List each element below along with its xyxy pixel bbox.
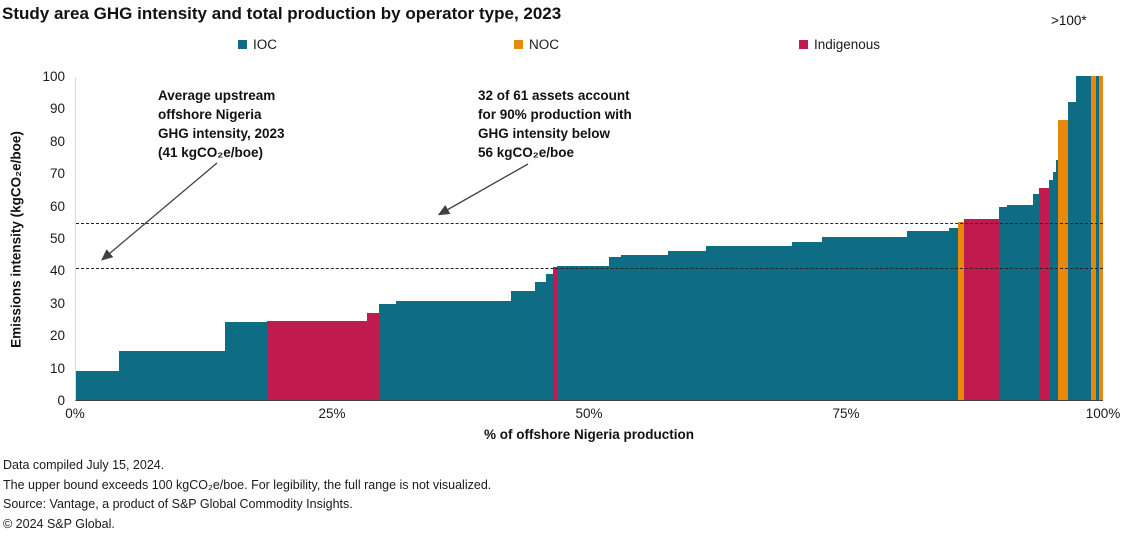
bar-segment-noc: [1057, 119, 1068, 400]
bar-segment-indigenous: [366, 312, 380, 400]
bar-segment-indigenous: [1039, 187, 1049, 400]
footer: Data compiled July 15, 2024. The upper b…: [3, 456, 491, 534]
legend-swatch-ioc-icon: [238, 40, 247, 49]
bar-segment-indigenous: [553, 267, 558, 400]
legend-item-noc: NOC: [514, 37, 559, 52]
legend-label-indigenous: Indigenous: [814, 37, 881, 52]
legend-label-noc: NOC: [529, 37, 559, 52]
bar-segment-ioc: [225, 322, 268, 400]
bar-segment-ioc: [822, 237, 908, 400]
bar-segment-ioc: [620, 254, 668, 400]
bar-segment-ioc: [1048, 179, 1053, 400]
bar-segment-ioc: [534, 281, 546, 400]
bar-segment-ioc: [76, 370, 119, 400]
x-axis-title: % of offshore Nigeria production: [483, 427, 694, 442]
reference-line-41: [76, 268, 1103, 270]
bar-segment-ioc: [705, 246, 792, 400]
y-tick-label: 40: [49, 263, 65, 279]
x-tick-label: 0%: [65, 406, 85, 421]
x-tick-label: 100%: [1085, 406, 1121, 421]
y-tick-label: 30: [49, 295, 65, 311]
bar-segment-ioc: [999, 207, 1007, 400]
footer-note-line: The upper bound exceeds 100 kgCO₂e/boe. …: [3, 477, 492, 492]
legend-swatch-noc-icon: [514, 40, 523, 49]
y-axis-title: Emissions intensity (kgCO₂e/boe): [8, 131, 24, 348]
bar-segment-ioc: [949, 227, 959, 400]
chart-title: Study area GHG intensity and total produ…: [2, 4, 562, 23]
bar-segment-ioc: [791, 242, 823, 400]
bar-segment-ioc: [907, 230, 950, 400]
y-tick-label: 80: [49, 133, 65, 149]
y-tick-label: 70: [49, 166, 65, 182]
bar-segment-ioc: [379, 304, 397, 400]
footer-copyright-line: © 2024 S&P Global.: [3, 516, 115, 531]
bar-segment-ioc: [1033, 194, 1040, 400]
bar-segment-noc: [958, 221, 964, 400]
legend-item-indigenous: Indigenous: [799, 37, 880, 52]
bar-segment-ioc: [1076, 76, 1092, 400]
bar-segment-ioc: [1052, 171, 1056, 400]
footer-compiled-line: Data compiled July 15, 2024.: [3, 458, 165, 472]
bar-segment-ioc: [609, 257, 621, 400]
bar-segment-ioc: [557, 265, 610, 400]
x-tick-label: 25%: [318, 406, 346, 421]
x-tick-label: 75%: [832, 406, 860, 421]
bar-segment-ioc: [119, 351, 226, 400]
legend-swatch-indigenous-icon: [799, 40, 808, 49]
bar-segment-indigenous: [963, 218, 1000, 400]
y-tick-label: 60: [49, 198, 65, 214]
legend-item-ioc: IOC: [238, 37, 277, 52]
bar-segment-ioc: [1055, 160, 1058, 400]
annotation-average-intensity: Average upstream offshore Nigeria GHG in…: [158, 88, 285, 160]
y-tick-label: 100: [42, 69, 65, 84]
bar-segment-noc: [1098, 76, 1103, 400]
truncation-note: >100*: [1051, 13, 1087, 28]
legend-label-ioc: IOC: [253, 37, 278, 52]
bar-segment-ioc: [1006, 204, 1034, 400]
bar-segment-ioc: [511, 291, 535, 400]
y-tick-label: 0: [57, 393, 65, 408]
x-tick-label: 50%: [575, 406, 603, 421]
bar-segment-ioc: [1095, 76, 1099, 400]
bar-segment-ioc: [396, 301, 512, 400]
bar-segment-noc: [1091, 76, 1096, 400]
bars-container: [76, 76, 1103, 400]
bar-segment-ioc: [667, 250, 706, 400]
y-tick-label: 90: [49, 101, 65, 117]
bar-segment-ioc: [545, 273, 554, 400]
annotation-assets-share: 32 of 61 assets account for 90% producti…: [478, 88, 632, 160]
reference-line-55: [76, 222, 1103, 224]
plot-area: [75, 76, 1103, 401]
bar-segment-indigenous: [267, 320, 367, 400]
bar-segment-ioc: [1067, 101, 1077, 400]
y-tick-label: 10: [49, 360, 65, 376]
y-tick-label: 50: [49, 231, 65, 246]
footer-source-line: Source: Vantage, a product of S&P Global…: [3, 497, 353, 511]
y-tick-label: 20: [49, 328, 65, 344]
